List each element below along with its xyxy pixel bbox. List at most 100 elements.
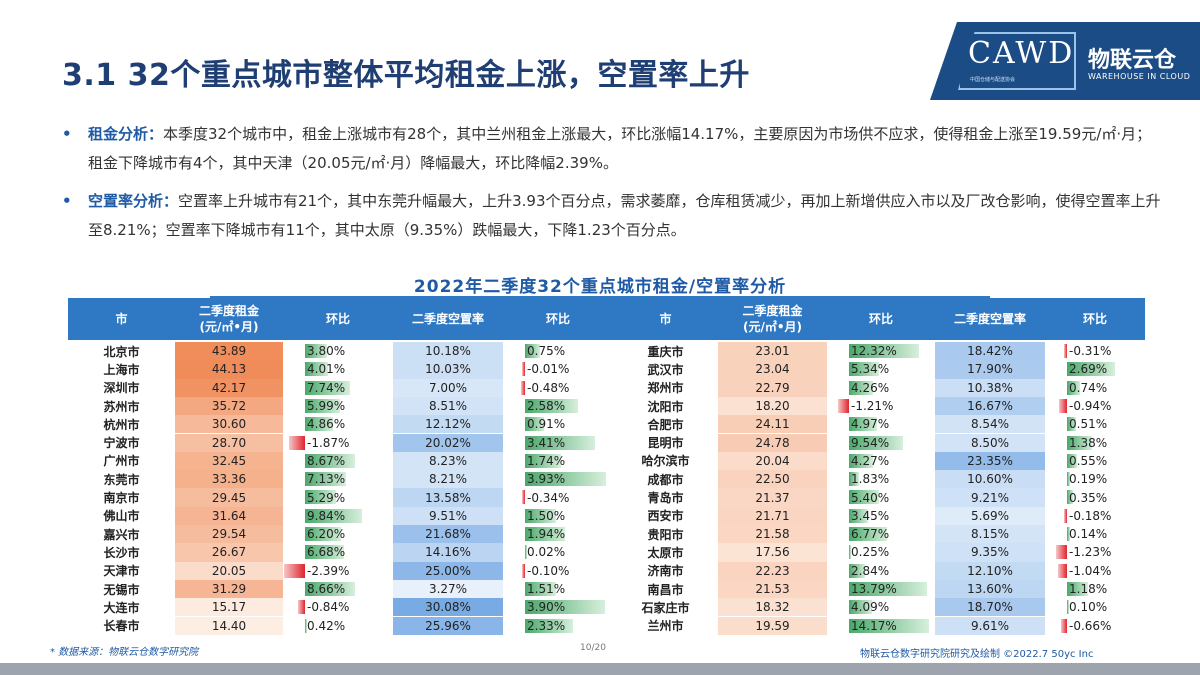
city-name: 长春市 xyxy=(103,619,140,634)
vacancy-value: 8.15% xyxy=(935,525,1045,544)
rent-change-value: 8.67% xyxy=(307,453,346,468)
rent-change-bar xyxy=(283,563,305,578)
vacancy-change-value: 0.55% xyxy=(1069,453,1108,468)
city-name: 东莞市 xyxy=(103,472,140,487)
rent-value: 29.45 xyxy=(175,488,283,507)
cawd-logo-subtext: 中国仓储与配送协会 xyxy=(970,77,1016,83)
vacancy-value: 30.08% xyxy=(393,598,503,617)
rent-change-value: -1.87% xyxy=(307,435,350,450)
rent-change-cell: 3.45% xyxy=(827,507,935,525)
vacancy-change-bar xyxy=(1067,600,1069,615)
rent-change-value: 3.80% xyxy=(307,344,346,359)
rent-value: 21.58 xyxy=(718,525,827,544)
city-name: 昆明市 xyxy=(647,436,684,451)
vacancy-value: 10.38% xyxy=(935,378,1045,397)
city-name: 西安市 xyxy=(647,509,684,524)
rent-change-value: 5.99% xyxy=(307,399,346,414)
rent-change-cell: 6.77% xyxy=(827,525,935,543)
vacancy-change-cell: 0.51% xyxy=(1045,415,1145,433)
city-name: 上海市 xyxy=(103,362,140,377)
header-city: 市 xyxy=(659,312,672,326)
bullet-label: 空置率分析： xyxy=(88,192,179,210)
vacancy-value: 16.67% xyxy=(935,396,1045,416)
vacancy-change-value: 1.18% xyxy=(1069,582,1108,597)
rent-change-value: 5.40% xyxy=(851,490,890,505)
vacancy-change-bar xyxy=(1067,581,1089,596)
rent-change-cell: 12.32% xyxy=(827,342,935,360)
rent-value: 43.89 xyxy=(175,342,283,361)
vacancy-change-value: 0.91% xyxy=(527,417,566,432)
vacancy-value: 9.35% xyxy=(935,543,1045,562)
vacancy-value: 12.10% xyxy=(935,561,1045,580)
vacancy-value: 8.54% xyxy=(935,415,1045,434)
rent-change-cell: 7.13% xyxy=(283,470,393,488)
rent-change-cell: 0.25% xyxy=(827,543,935,561)
rent-change-cell: 4.86% xyxy=(283,415,393,433)
rent-change-value: 5.34% xyxy=(851,362,890,377)
cloud-logo-subtext: WAREHOUSE IN CLOUD xyxy=(1088,72,1191,81)
rent-change-value: 12.32% xyxy=(851,344,897,359)
rent-change-bar xyxy=(849,362,880,377)
vacancy-change-bar xyxy=(525,472,606,487)
footer-credit: 物联云仓数字研究院研究及绘制 ©2022.7 50yc Inc xyxy=(860,649,1094,660)
city-name: 南昌市 xyxy=(647,582,684,597)
vacancy-change-bar xyxy=(525,600,605,615)
rent-change-bar xyxy=(849,380,874,395)
vacancy-change-bar xyxy=(1056,545,1067,560)
vacancy-value: 14.16% xyxy=(393,543,503,562)
vacancy-change-bar xyxy=(1058,398,1067,413)
vacancy-change-bar xyxy=(1067,380,1081,395)
rent-change-value: 4.01% xyxy=(307,362,346,377)
vacancy-change-bar xyxy=(522,362,525,377)
vacancy-value: 9.61% xyxy=(935,616,1045,635)
vacancy-change-cell: 1.38% xyxy=(1045,434,1145,452)
rent-change-cell: 9.54% xyxy=(827,434,935,452)
rent-change-bar xyxy=(849,472,860,487)
vacancy-change-bar xyxy=(525,435,595,450)
rent-change-cell: 9.84% xyxy=(283,507,393,525)
rent-change-bar xyxy=(305,453,356,468)
rent-value: 31.64 xyxy=(175,506,283,525)
rent-change-bar xyxy=(849,453,874,468)
rent-value: 18.20 xyxy=(718,396,827,416)
vacancy-change-cell: 0.10% xyxy=(1045,598,1145,616)
header-city: 市 xyxy=(115,312,128,326)
vacancy-value: 5.69% xyxy=(935,506,1045,525)
vacancy-value: 13.60% xyxy=(935,579,1045,599)
rent-change-bar xyxy=(849,600,873,615)
vacancy-value: 17.90% xyxy=(935,360,1045,379)
header-vacancy: 二季度空置率 xyxy=(411,312,484,326)
vacancy-change-value: -0.66% xyxy=(1069,618,1112,633)
vacancy-change-value: 2.58% xyxy=(527,399,566,414)
vacancy-change-value: 0.75% xyxy=(527,344,566,359)
vacancy-change-bar xyxy=(525,581,556,596)
rent-value: 28.70 xyxy=(175,433,283,452)
vacancy-change-bar xyxy=(1064,508,1067,523)
rent-change-bar xyxy=(849,581,927,596)
rent-change-value: 8.66% xyxy=(307,582,346,597)
rent-change-bar xyxy=(849,344,919,358)
rent-analysis-bullet: • 租金分析：本季度32个城市中，租金上涨城市有28个，其中兰州租金上涨最大，环… xyxy=(62,120,1162,178)
rent-change-value: 2.84% xyxy=(851,563,890,578)
rent-change-value: 4.27% xyxy=(851,453,890,468)
rent-value: 23.01 xyxy=(718,342,827,361)
rent-value: 22.23 xyxy=(718,561,827,580)
table-title: 2022年二季度32个重点城市租金/空置率分析 xyxy=(413,277,787,297)
vacancy-value: 20.02% xyxy=(393,433,503,452)
rent-value: 21.37 xyxy=(718,488,827,507)
vacancy-change-value: 1.38% xyxy=(1069,435,1108,450)
rent-change-bar xyxy=(305,618,308,633)
vacancy-change-bar xyxy=(1067,527,1070,541)
vacancy-value: 25.00% xyxy=(393,561,503,580)
vacancy-change-bar xyxy=(525,545,527,560)
vacancy-analysis-bullet: • 空置率分析：空置率上升城市有21个，其中东莞升幅最大，上升3.93个百分点，… xyxy=(62,187,1162,245)
city-name: 佛山市 xyxy=(103,509,140,524)
vacancy-change-bar xyxy=(1067,490,1074,505)
rent-value: 21.71 xyxy=(718,506,827,525)
rent-change-value: -1.21% xyxy=(851,399,894,414)
rent-change-bar xyxy=(305,472,347,487)
vacancy-change-cell: 2.69% xyxy=(1045,360,1145,378)
rent-change-cell: 1.83% xyxy=(827,470,935,488)
rent-change-value: 9.84% xyxy=(307,508,346,523)
city-name: 兰州市 xyxy=(647,619,684,634)
